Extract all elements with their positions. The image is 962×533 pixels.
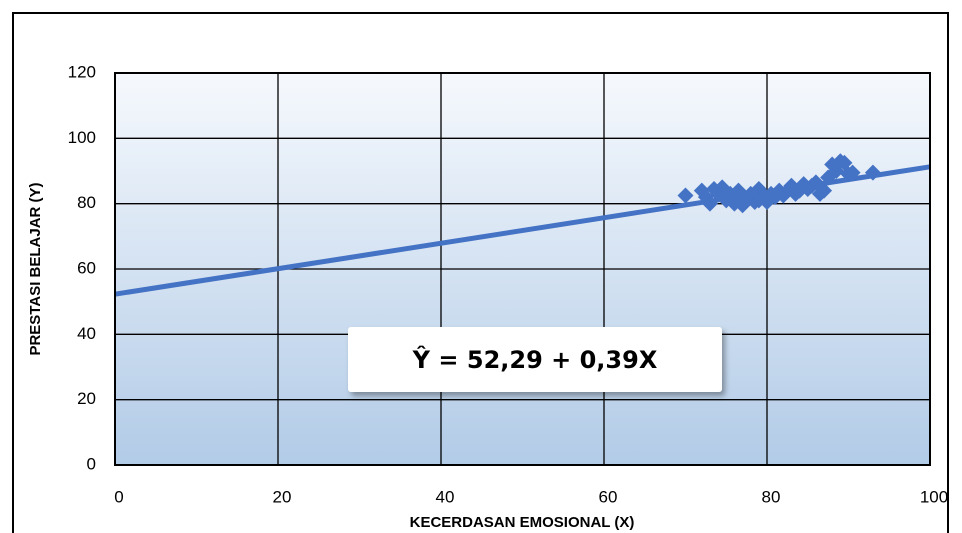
point xyxy=(844,164,861,181)
y-tick-label: 120 xyxy=(68,62,96,81)
x-axis-title: KECERDASAN EMOSIONAL (X) xyxy=(410,514,635,531)
point xyxy=(864,164,881,181)
y-tick-label: 40 xyxy=(77,324,96,343)
point xyxy=(816,182,833,199)
plot-border xyxy=(114,72,931,466)
point xyxy=(677,187,694,204)
annotation: Ŷ = 52,29 + 0,39X xyxy=(412,344,658,374)
y-tick-label: 100 xyxy=(68,128,96,147)
y-tick-label: 80 xyxy=(77,193,96,212)
y-axis-title: PRESTASI BELAJAR (Y) xyxy=(27,182,44,355)
y-tick-label: 0 xyxy=(87,454,96,473)
x-tick-label: 80 xyxy=(762,487,781,506)
x-tick-label: 100 xyxy=(920,487,948,506)
x-tick-label: 40 xyxy=(436,487,455,506)
x-tick-label: 0 xyxy=(114,487,123,506)
point xyxy=(701,195,718,212)
y-tick-label: 60 xyxy=(77,258,96,277)
annotation-box xyxy=(348,327,722,392)
x-tick-label: 20 xyxy=(273,487,292,506)
x-tick-label: 60 xyxy=(599,487,618,506)
y-tick-label: 20 xyxy=(77,389,96,408)
